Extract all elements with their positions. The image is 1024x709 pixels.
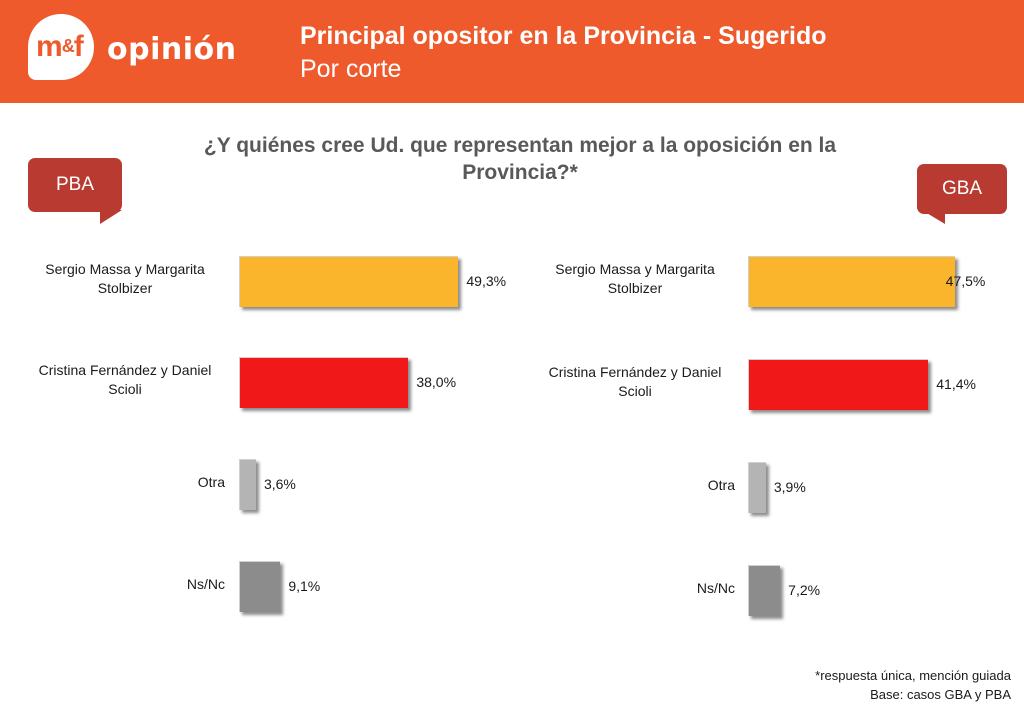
gba-category-label: Sergio Massa y Margarita Stolbizer <box>555 261 715 296</box>
pba-value-label: 3,6% <box>263 476 296 492</box>
gba-value-label: 7,2% <box>788 582 821 598</box>
pba-bar-fernandez-scioli <box>239 357 409 408</box>
pba-value-label: 49,3% <box>466 273 507 289</box>
pba-category-label: Cristina Fernández y Daniel Scioli <box>38 362 212 397</box>
logo-badge <box>28 14 94 80</box>
gba-value-label: 47,5% <box>945 273 986 289</box>
survey-question: ¿Y quiénes cree Ud. que representan mejo… <box>203 134 837 184</box>
gba-category-label: Ns/Nc <box>696 579 735 596</box>
pba-value-label: 9,1% <box>288 578 321 594</box>
pba-bar-nsnc <box>239 561 281 612</box>
footnote-response: *respuesta única, mención guiada <box>815 668 1011 683</box>
gba-category-label: Otra <box>707 476 735 493</box>
pba-value-label: 38,0% <box>416 374 457 390</box>
logo-wordmark: opinión <box>107 32 237 67</box>
gba-bar-fernandez-scioli <box>748 359 929 410</box>
pba-callout-tail <box>100 210 122 224</box>
pba-callout: PBA <box>28 158 122 224</box>
slide-subtitle: Por corte <box>300 55 402 83</box>
gba-bar-massa-stolbizer <box>748 256 955 307</box>
header-banner: m&f opinión Principal opositor en la Pro… <box>0 0 1024 103</box>
pba-category-label: Sergio Massa y Margarita Stolbizer <box>45 261 205 296</box>
gba-bar-nsnc <box>748 565 781 616</box>
slide-title: Principal opositor en la Provincia - Sug… <box>300 22 827 50</box>
logo-mf: m&f <box>36 30 84 63</box>
footnote-base: Base: casos GBA y PBA <box>870 687 1011 702</box>
pba-category-label: Otra <box>197 473 225 490</box>
gba-callout-label: GBA <box>941 178 983 199</box>
gba-callout-tail <box>925 212 945 224</box>
pba-callout-label: PBA <box>55 174 95 195</box>
pba-bar-otra <box>239 459 256 510</box>
gba-value-label: 3,9% <box>773 479 806 495</box>
pba-category-label: Ns/Nc <box>186 575 225 592</box>
gba-callout: GBA <box>917 164 1007 224</box>
gba-category-label: Cristina Fernández y Daniel Scioli <box>548 364 722 399</box>
pba-bar-massa-stolbizer <box>239 256 459 307</box>
gba-value-label: 41,4% <box>936 376 976 392</box>
gba-bar-otra <box>748 462 766 513</box>
